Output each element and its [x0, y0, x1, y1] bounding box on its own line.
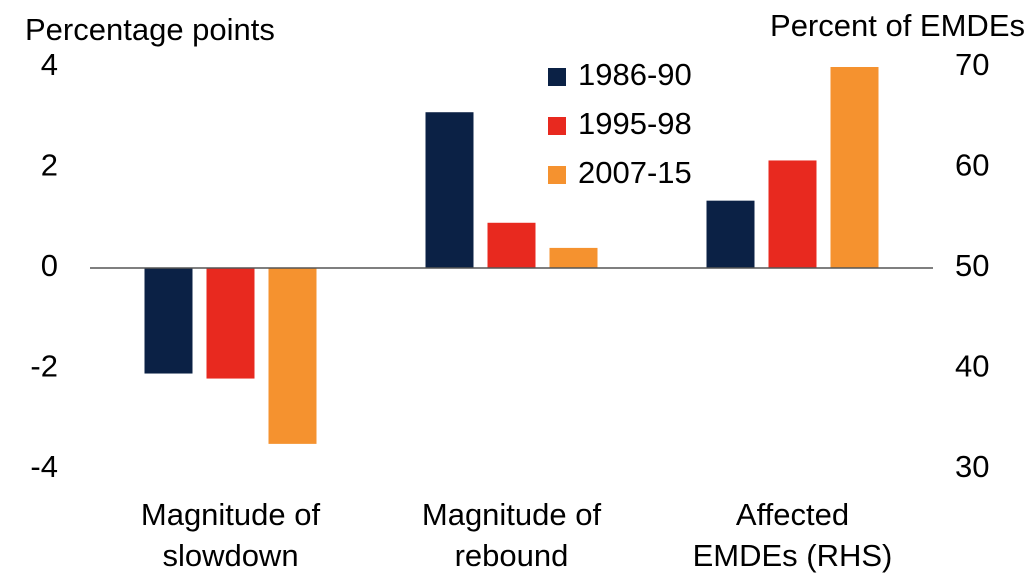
x-tick-label: Affected — [736, 497, 849, 532]
bar — [268, 268, 317, 444]
x-tick-label: Magnitude of — [141, 497, 321, 532]
y-tick-label: 0 — [41, 248, 58, 283]
y-tick-label: 2 — [41, 148, 58, 183]
bar — [144, 268, 193, 374]
y2-tick-label: 50 — [955, 248, 989, 283]
legend-swatch — [548, 68, 566, 86]
y2-tick-label: 60 — [955, 148, 989, 183]
bar — [425, 112, 474, 268]
y-axis-title: Percentage points — [25, 12, 275, 47]
x-tick-label: Magnitude of — [422, 497, 602, 532]
y-tick-label: 4 — [41, 47, 58, 82]
bar — [706, 200, 755, 268]
bar — [830, 67, 879, 268]
legend-label: 1995-98 — [578, 106, 692, 141]
bar — [487, 222, 536, 268]
legend-swatch — [548, 166, 566, 184]
x-tick-label: rebound — [455, 538, 569, 573]
y-tick-label: -2 — [30, 349, 58, 384]
y2-tick-label: 30 — [955, 449, 989, 484]
x-tick-label: EMDEs (RHS) — [693, 538, 893, 573]
y-tick-label: -4 — [30, 449, 58, 484]
bar — [768, 160, 817, 268]
y2-tick-label: 70 — [955, 47, 989, 82]
x-tick-label: slowdown — [162, 538, 298, 573]
legend-swatch — [548, 117, 566, 135]
y2-axis-title: Percent of EMDEs — [770, 8, 1025, 43]
bar — [206, 268, 255, 379]
legend-label: 2007-15 — [578, 155, 692, 190]
bar — [549, 247, 598, 268]
y2-tick-label: 40 — [955, 349, 989, 384]
legend-label: 1986-90 — [578, 57, 692, 92]
